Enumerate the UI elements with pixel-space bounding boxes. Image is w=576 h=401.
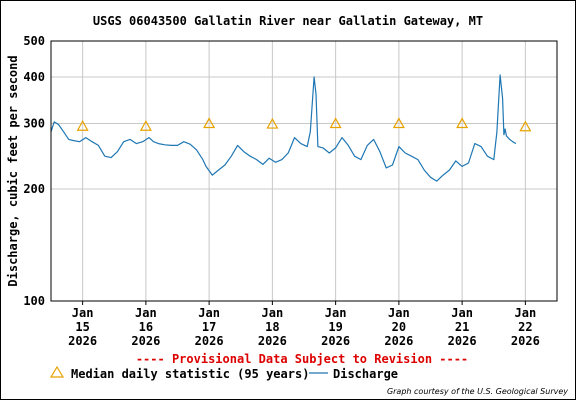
x-tick-label: Jan (515, 306, 537, 320)
median-marker (456, 117, 469, 129)
x-tick-label: Jan (388, 306, 410, 320)
y-tick-label: 500 (23, 34, 45, 48)
x-tick-label: 20 (392, 320, 406, 334)
median-marker (266, 117, 279, 129)
median-marker (76, 120, 89, 131)
x-tick-label: 2026 (68, 334, 97, 348)
x-tick-label: 2026 (258, 334, 287, 348)
x-tick-label: Jan (451, 306, 473, 320)
x-tick-label: 2026 (131, 334, 160, 348)
x-tick-label: 2026 (321, 334, 350, 348)
x-tick-label: 19 (328, 320, 342, 334)
x-tick-label: 2026 (195, 334, 224, 348)
x-tick-label: 2026 (511, 334, 540, 348)
y-tick-label: 400 (23, 70, 45, 84)
median-marker (329, 117, 342, 129)
series-layer (50, 74, 532, 182)
median-marker (392, 117, 405, 129)
x-tick-label: 18 (265, 320, 279, 334)
x-tick-label: 2026 (384, 334, 413, 348)
axis-ticks: 100200300400500Jan152026Jan162026Jan1720… (23, 34, 540, 348)
y-tick-label: 200 (23, 182, 45, 196)
plot-border (50, 40, 558, 302)
x-tick-label: Jan (325, 306, 347, 320)
x-tick-label: Jan (262, 306, 284, 320)
x-tick-label: 2026 (448, 334, 477, 348)
x-tick-label: Jan (135, 306, 157, 320)
credit-text: Graph courtesy of the U.S. Geological Su… (387, 387, 568, 396)
median-marker (519, 120, 532, 132)
legend-median-marker (49, 365, 65, 378)
provisional-notice: ---- Provisional Data Subject to Revisio… (136, 352, 468, 366)
y-axis-label: Discharge, cubic feet per second (6, 55, 20, 286)
legend-discharge-label: Discharge (333, 367, 398, 381)
median-marker (139, 120, 152, 131)
y-axis-label-group: Discharge, cubic feet per second (6, 55, 20, 286)
discharge-line (50, 74, 517, 182)
chart-title: USGS 06043500 Gallatin River near Gallat… (93, 14, 483, 28)
x-tick-label: 21 (455, 320, 469, 334)
legend-median-label: Median daily statistic (95 years) (71, 367, 309, 381)
legend: Median daily statistic (95 years) Discha… (49, 365, 398, 381)
y-tick-label: 300 (23, 117, 45, 131)
x-tick-label: Jan (198, 306, 220, 320)
y-tick-label: 100 (23, 294, 45, 308)
x-tick-label: 15 (75, 320, 89, 334)
median-marker (203, 117, 216, 129)
x-tick-label: 17 (202, 320, 216, 334)
x-tick-label: 22 (518, 320, 532, 334)
grid (51, 40, 557, 305)
x-tick-label: 16 (139, 320, 153, 334)
x-tick-label: Jan (72, 306, 94, 320)
